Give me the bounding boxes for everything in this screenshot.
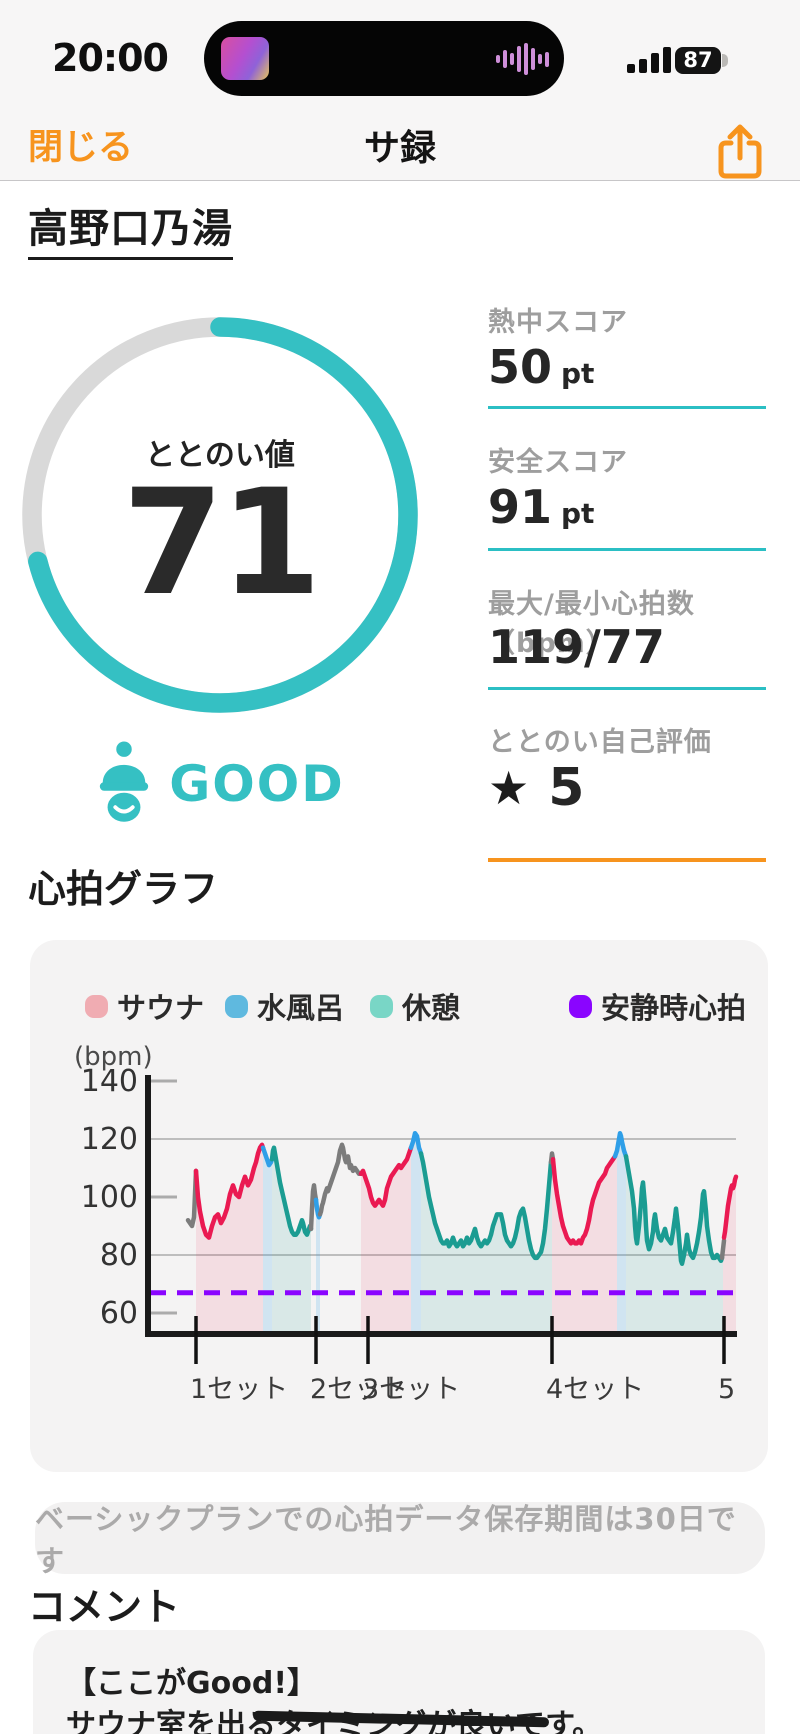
totonoi-gauge-ring (22, 317, 418, 713)
stat-label: 最大/最小心拍数（bpm） (488, 589, 695, 659)
svg-text:5: 5 (718, 1374, 735, 1405)
svg-text:80: 80 (100, 1238, 138, 1273)
legend-label: 水風呂 (257, 991, 345, 1025)
svg-text:100: 100 (81, 1180, 138, 1215)
star-icon: ★ (488, 761, 530, 815)
svg-text:4セット: 4セット (546, 1374, 644, 1405)
stat-safety-value-row: 91 pt (488, 480, 766, 534)
legend-dot-resting-hr (569, 994, 592, 1018)
stat-value: 5 (548, 758, 585, 818)
legend-label: 安静時心拍 (601, 991, 747, 1025)
heart-rate-chart-card: サウナ 水風呂 休憩 安静時心拍 (bpm) 140 120 100 80 60 1セット… (30, 940, 768, 1472)
stat-underline-orange (488, 858, 766, 862)
verdict-text: GOOD (169, 755, 345, 813)
stat-unit: pt (561, 357, 595, 390)
battery-icon: 87 (675, 47, 721, 74)
gauge-label: ととのい値 (145, 438, 295, 473)
stat-safety-score: 安全スコア (488, 440, 766, 479)
svg-text:120: 120 (81, 1122, 138, 1157)
verdict-row: GOOD (20, 740, 420, 828)
legend-sauna: サウナ (85, 985, 204, 1027)
legend-dot-rest (370, 994, 393, 1018)
stat-max-min-hr: 最大/最小心拍数（bpm） (488, 582, 766, 660)
stat-value: 50 (488, 340, 553, 394)
svg-text:60: 60 (100, 1296, 138, 1331)
svg-text:140: 140 (81, 1064, 138, 1099)
stat-hr-value-row: 119/77 (488, 620, 766, 674)
stat-self-rating: ととのい自己評価 (488, 720, 766, 759)
legend-water: 水風呂 (225, 985, 344, 1027)
stat-heat-value-row: 50 pt (488, 340, 766, 394)
status-time: 20:00 (52, 36, 169, 80)
dynamic-island (204, 21, 564, 96)
legend-label: サウナ (117, 991, 205, 1025)
stat-label: 安全スコア (488, 447, 628, 478)
share-icon[interactable] (714, 122, 766, 182)
stat-heat-score: 熱中スコア (488, 300, 766, 339)
svg-text:1セット: 1セット (190, 1374, 288, 1405)
stat-underline (488, 406, 766, 409)
now-playing-artwork (221, 37, 269, 80)
page-title: サ録 (363, 128, 436, 169)
cellular-signal-icon (627, 45, 673, 73)
legend-dot-sauna (85, 994, 108, 1018)
stat-value: 119/77 (488, 620, 665, 674)
legend-rest: 休憩 (370, 985, 460, 1027)
stat-unit: pt (561, 497, 595, 530)
y-axis-unit-label: (bpm) (74, 1042, 153, 1072)
stat-rating-value-row: ★ 5 (488, 758, 766, 818)
svg-text:3セット: 3セット (362, 1374, 460, 1405)
stat-label: 熱中スコア (488, 307, 628, 338)
battery-tip (722, 54, 728, 67)
legend-dot-water (225, 994, 248, 1018)
stat-underline (488, 687, 766, 690)
chart-section-heading: 心拍グラフ (28, 867, 219, 911)
legend-resting-hr: 安静時心拍 (569, 985, 746, 1027)
stat-value: 91 (488, 480, 553, 534)
stat-underline (488, 548, 766, 551)
audio-waveform-icon (496, 43, 552, 75)
plan-note-pill: ベーシックプランでの心拍データ保存期間は30日です (35, 1502, 765, 1578)
stat-label: ととのい自己評価 (488, 727, 712, 758)
comment-section-heading: コメント (28, 1585, 181, 1629)
facility-name-link[interactable]: 高野口乃湯 (28, 196, 233, 260)
sauna-hat-icon (100, 741, 149, 822)
legend-label: 休憩 (402, 991, 461, 1025)
comment-line: 【ここがGood!】 (66, 1666, 318, 1701)
close-button[interactable]: 閉じる (28, 128, 134, 168)
gauge-value: 71 (122, 458, 321, 628)
plan-note-text: ベーシックプランでの心拍データ保存期間は30日です (35, 1502, 737, 1578)
svg-text:2セット: 2セット (310, 1374, 408, 1405)
